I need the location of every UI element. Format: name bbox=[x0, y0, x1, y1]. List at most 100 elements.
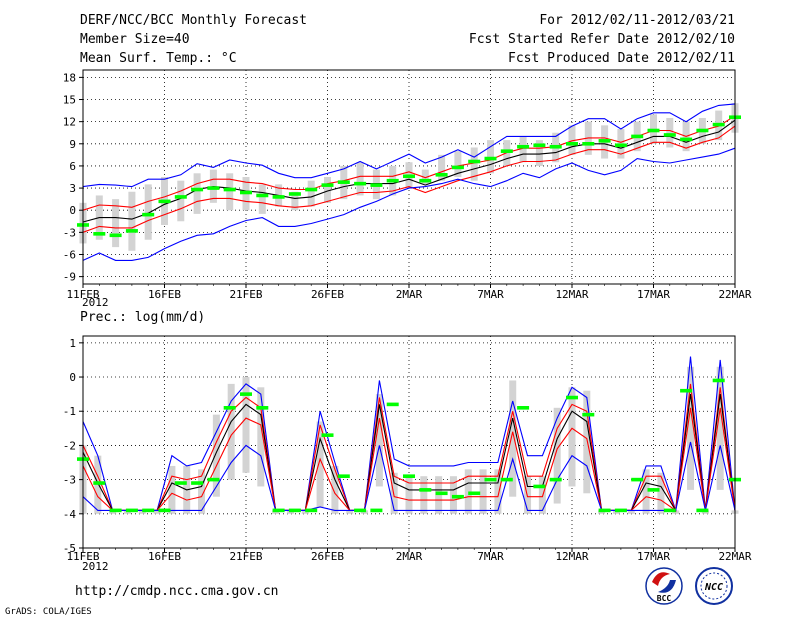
ncc-logo: NCC bbox=[695, 567, 733, 605]
source-url[interactable]: http://cmdp.ncc.cma.gov.cn bbox=[75, 584, 279, 599]
precipitation-observed-mark bbox=[517, 406, 530, 410]
temperature-observed-mark bbox=[403, 174, 415, 179]
precipitation-spread-box bbox=[642, 469, 650, 514]
temperature-panel: -9 -6 -3 0 3 6 9 12 15 18 11FEB 16FEB 21FEB 26FEB 2MAR… bbox=[63, 69, 752, 309]
temperature-xtick-label: 2MAR bbox=[396, 288, 423, 301]
temperature-observed-mark bbox=[484, 156, 497, 161]
temperature-spread-box bbox=[226, 173, 234, 211]
temperature-ytick-label: 12 bbox=[63, 116, 76, 129]
precipitation-observed-mark bbox=[272, 508, 285, 513]
temperature-spread-box bbox=[487, 140, 494, 174]
precipitation-spread-box bbox=[568, 387, 576, 487]
temperature-observed-mark bbox=[517, 144, 530, 149]
precipitation-spread-box bbox=[227, 383, 235, 480]
precipitation-observed-mark bbox=[191, 481, 204, 485]
temperature-observed-mark bbox=[386, 178, 399, 183]
precipitation-spread-box bbox=[494, 469, 502, 514]
precipitation-xtick-label: 11FEB bbox=[66, 550, 99, 563]
temperature-observed-mark bbox=[305, 187, 318, 192]
temperature-min-line bbox=[82, 147, 736, 261]
temperature-observed-mark bbox=[354, 181, 367, 186]
precipitation-observed-mark bbox=[696, 508, 709, 513]
precipitation-observed-mark bbox=[663, 508, 676, 513]
precipitation-xtick-label: 7MAR bbox=[477, 550, 504, 563]
temperature-observed-mark bbox=[614, 143, 627, 148]
precipitation-spread-box bbox=[346, 510, 354, 514]
temperature-axes: -9 -6 -3 0 3 6 9 12 15 18 11FEB 16FEB 21FEB 26FEB 2MAR… bbox=[63, 69, 752, 301]
temperature-spread-box bbox=[128, 191, 136, 251]
precipitation-ytick-label: -3 bbox=[63, 474, 76, 487]
precipitation-ytick-label: 1 bbox=[69, 337, 76, 350]
precipitation-observed-mark bbox=[142, 508, 155, 513]
temperature-ytick-label: 15 bbox=[63, 94, 76, 107]
temperature-spread-box bbox=[470, 147, 478, 181]
temperature-ytick-label: 9 bbox=[69, 138, 76, 151]
temperature-spread-box bbox=[666, 117, 674, 148]
precipitation-axes: -5 -4 -3 -2 -1 0 1 11FEB 16FEB 21FEB 26FEB 2MAR 7MAR… bbox=[63, 335, 752, 563]
temperature-spread-box bbox=[112, 199, 120, 248]
temperature-observed-mark bbox=[370, 183, 383, 187]
precipitation-spread-box bbox=[242, 377, 250, 473]
precipitation-spread-box bbox=[420, 476, 428, 514]
temperature-observed-mark bbox=[321, 183, 334, 187]
precipitation-observed-mark bbox=[256, 406, 269, 410]
precipitation-spread-box bbox=[153, 510, 161, 514]
precipitation-spread-box bbox=[553, 407, 561, 504]
temperature-ytick-label: -9 bbox=[63, 271, 76, 284]
temperature-spread-box bbox=[291, 191, 299, 211]
temperature-spread-box bbox=[356, 162, 364, 196]
precipitation-ytick-label: -5 bbox=[63, 542, 76, 555]
precipitation-spread-box bbox=[212, 414, 220, 497]
bcc-logo-text: BCC bbox=[657, 594, 672, 603]
precipitation-observed-mark bbox=[337, 474, 350, 478]
temperature-observed-mark bbox=[288, 192, 301, 196]
precipitation-observed-mark bbox=[223, 406, 236, 410]
temperature-spread-box bbox=[535, 140, 543, 166]
temperature-xtick-label: 7MAR bbox=[477, 288, 504, 301]
temperature-observed-mark bbox=[109, 233, 122, 238]
precipitation-spread-box bbox=[716, 366, 724, 490]
temperature-observed-mark bbox=[256, 193, 269, 198]
precipitation-observed-mark bbox=[288, 508, 301, 513]
ncc-logo-inner-ring bbox=[700, 572, 728, 600]
precipitation-observed-mark bbox=[566, 395, 578, 400]
temperature-ytick-label: 18 bbox=[63, 71, 76, 84]
precipitation-spread-box bbox=[390, 472, 398, 514]
temperature-upper-line bbox=[82, 115, 736, 211]
temperature-observed-mark bbox=[468, 159, 481, 164]
precipitation-observed-mark bbox=[240, 392, 252, 396]
precipitation-observed-mark bbox=[419, 488, 432, 492]
precipitation-ytick-label: -4 bbox=[63, 508, 77, 521]
temperature-observed-mark bbox=[663, 133, 676, 137]
temperature-year-label: 2012 bbox=[82, 296, 109, 309]
precipitation-observed-mark bbox=[614, 508, 627, 513]
temperature-ytick-label: 6 bbox=[69, 160, 76, 173]
temperature-spread-box bbox=[519, 136, 527, 163]
temperature-xtick-label: 16FEB bbox=[148, 288, 181, 301]
temperature-observed-mark bbox=[174, 195, 187, 199]
precipitation-observed-mark bbox=[386, 402, 399, 407]
temperature-observed-mark bbox=[207, 186, 220, 190]
forecast-period-label: For 2012/02/11-2012/03/21 bbox=[539, 13, 735, 28]
precipitation-xtick-label: 26FEB bbox=[311, 550, 344, 563]
temperature-observed-mark bbox=[566, 141, 578, 146]
precipitation-observed-mark bbox=[484, 477, 497, 482]
temperature-xtick-label: 22MAR bbox=[718, 288, 751, 301]
precipitation-observed-mark bbox=[125, 508, 138, 513]
precipitation-xtick-label: 2MAR bbox=[396, 550, 423, 563]
precipitation-spread-box bbox=[627, 510, 635, 514]
temperature-lines bbox=[82, 103, 736, 261]
temperature-spread-box bbox=[258, 184, 266, 214]
precipitation-spread-box bbox=[375, 394, 383, 487]
temperature-ytick-label: -6 bbox=[63, 248, 76, 261]
temperature-observed-mark bbox=[696, 128, 709, 133]
bcc-logo: BCC bbox=[645, 567, 683, 605]
precipitation-observed-mark bbox=[158, 508, 171, 513]
precipitation-spread-box bbox=[198, 469, 206, 514]
precipitation-year-label: 2012 bbox=[82, 560, 109, 573]
temperature-observed-mark bbox=[272, 195, 285, 199]
temperature-observed-mark bbox=[191, 187, 204, 192]
temperature-spread-box bbox=[144, 184, 152, 240]
precipitation-observed-mark bbox=[109, 508, 122, 513]
